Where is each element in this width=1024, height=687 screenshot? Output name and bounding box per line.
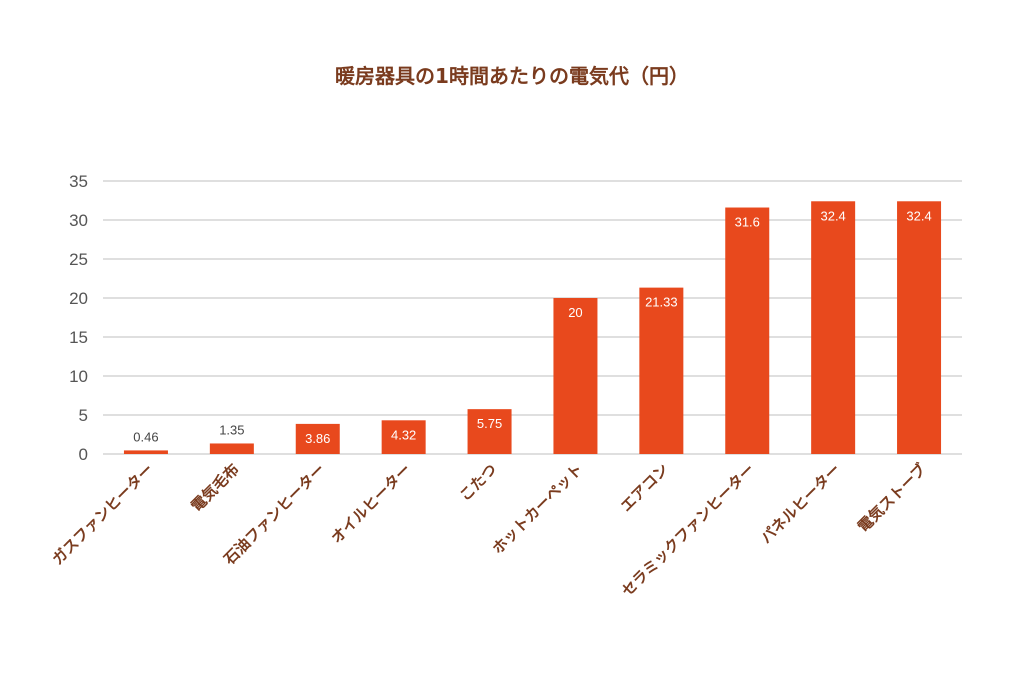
bar bbox=[123, 450, 168, 454]
x-tick-label: 電気ストーブ bbox=[854, 460, 930, 536]
bar bbox=[381, 420, 426, 454]
y-tick-label: 15 bbox=[69, 328, 88, 347]
data-label: 0.46 bbox=[133, 429, 158, 444]
bar bbox=[209, 443, 254, 454]
y-tick-label: 35 bbox=[69, 172, 88, 191]
x-tick-label: こたつ bbox=[456, 460, 501, 505]
y-tick-label: 5 bbox=[79, 406, 88, 425]
bar bbox=[639, 287, 684, 454]
bar bbox=[467, 409, 512, 454]
y-tick-label: 30 bbox=[69, 211, 88, 230]
data-label: 32.4 bbox=[906, 208, 931, 223]
x-tick-label: エアコン bbox=[617, 460, 672, 515]
data-label: 4.32 bbox=[391, 427, 416, 442]
x-tick-label: オイルヒーター bbox=[327, 460, 414, 547]
y-tick-label: 20 bbox=[69, 289, 88, 308]
bar bbox=[897, 201, 942, 454]
y-tick-label: 10 bbox=[69, 367, 88, 386]
data-label: 1.35 bbox=[219, 422, 244, 437]
data-label: 32.4 bbox=[820, 208, 845, 223]
y-tick-label: 0 bbox=[79, 445, 88, 464]
chart-title: 暖房器具の1時間あたりの電気代（円） bbox=[335, 64, 689, 88]
bar bbox=[553, 298, 598, 454]
x-tick-label: ホットカーペット bbox=[489, 460, 587, 558]
bar bbox=[811, 201, 856, 454]
data-label: 31.6 bbox=[735, 215, 760, 230]
bar bbox=[295, 423, 340, 454]
x-tick-label: パネルヒーター bbox=[757, 460, 844, 547]
x-tick-label: 電気毛布 bbox=[188, 460, 243, 515]
data-label: 20 bbox=[568, 305, 582, 320]
data-label: 5.75 bbox=[477, 416, 502, 431]
bar bbox=[725, 207, 770, 454]
x-tick-label: ガスファンヒーター bbox=[49, 460, 157, 568]
data-label: 3.86 bbox=[305, 431, 330, 446]
y-tick-label: 25 bbox=[69, 250, 88, 269]
data-label: 21.33 bbox=[645, 295, 678, 310]
